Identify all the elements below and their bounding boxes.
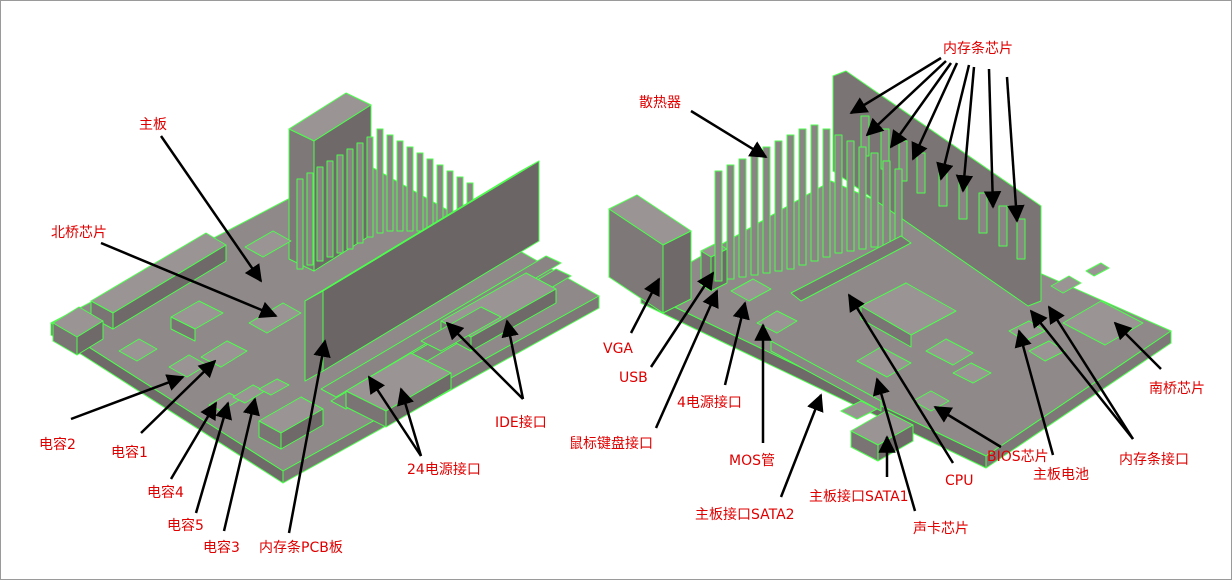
label-sata1: 主板接口SATA1: [809, 488, 909, 505]
component-labels: 主板 北桥芯片 电容2 电容1 电容4 电容5 电容3 内存条PCB板 24电源…: [39, 40, 1205, 556]
label-dianrong5: 电容5: [167, 517, 204, 534]
label-kbm: 鼠标键盘接口: [569, 435, 653, 452]
right-heatsink-fins: [714, 124, 903, 282]
label-nanqiao: 南桥芯片: [1149, 381, 1205, 397]
label-battery: 主板电池: [1033, 467, 1089, 483]
label-pcb: 内存条PCB板: [259, 539, 343, 556]
label-usb: USB: [619, 370, 648, 386]
label-dianrong1: 电容1: [111, 444, 148, 461]
label-beiqiao: 北桥芯片: [51, 225, 107, 241]
label-dianrong4: 电容4: [147, 484, 184, 501]
left-board-model: [50, 92, 600, 484]
label-power24: 24电源接口: [407, 461, 481, 478]
label-sanreqi: 散热器: [639, 95, 681, 111]
label-sound: 声卡芯片: [913, 521, 969, 537]
label-dianrong3: 电容3: [203, 539, 240, 556]
leader-lines: [70, 56, 1162, 534]
label-dianrong2: 电容2: [39, 436, 76, 453]
right-board-model: [608, 70, 1172, 469]
label-vga: VGA: [603, 341, 633, 357]
label-memchip: 内存条芯片: [943, 40, 1013, 57]
label-zhuban: 主板: [139, 117, 167, 133]
label-power4: 4电源接口: [677, 394, 742, 411]
right-board-side: [985, 330, 1172, 469]
label-bios: BIOS芯片: [987, 449, 1049, 465]
label-mos: MOS管: [729, 453, 775, 469]
label-ide: IDE接口: [495, 414, 547, 431]
label-cpu: CPU: [945, 473, 973, 489]
left-heatsink-fins: [296, 128, 474, 270]
label-memslot: 内存条接口: [1119, 451, 1189, 468]
label-sata2: 主板接口SATA2: [695, 506, 795, 523]
